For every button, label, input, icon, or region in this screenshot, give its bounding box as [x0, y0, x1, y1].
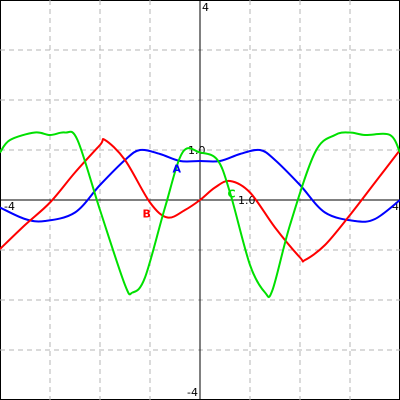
- y-max-tick-label: 4: [202, 1, 209, 14]
- series-a-label: A: [173, 163, 182, 176]
- series-b-label: B: [143, 208, 151, 221]
- series-c-label: C: [228, 188, 236, 201]
- y-min-tick-label: -4: [187, 386, 198, 399]
